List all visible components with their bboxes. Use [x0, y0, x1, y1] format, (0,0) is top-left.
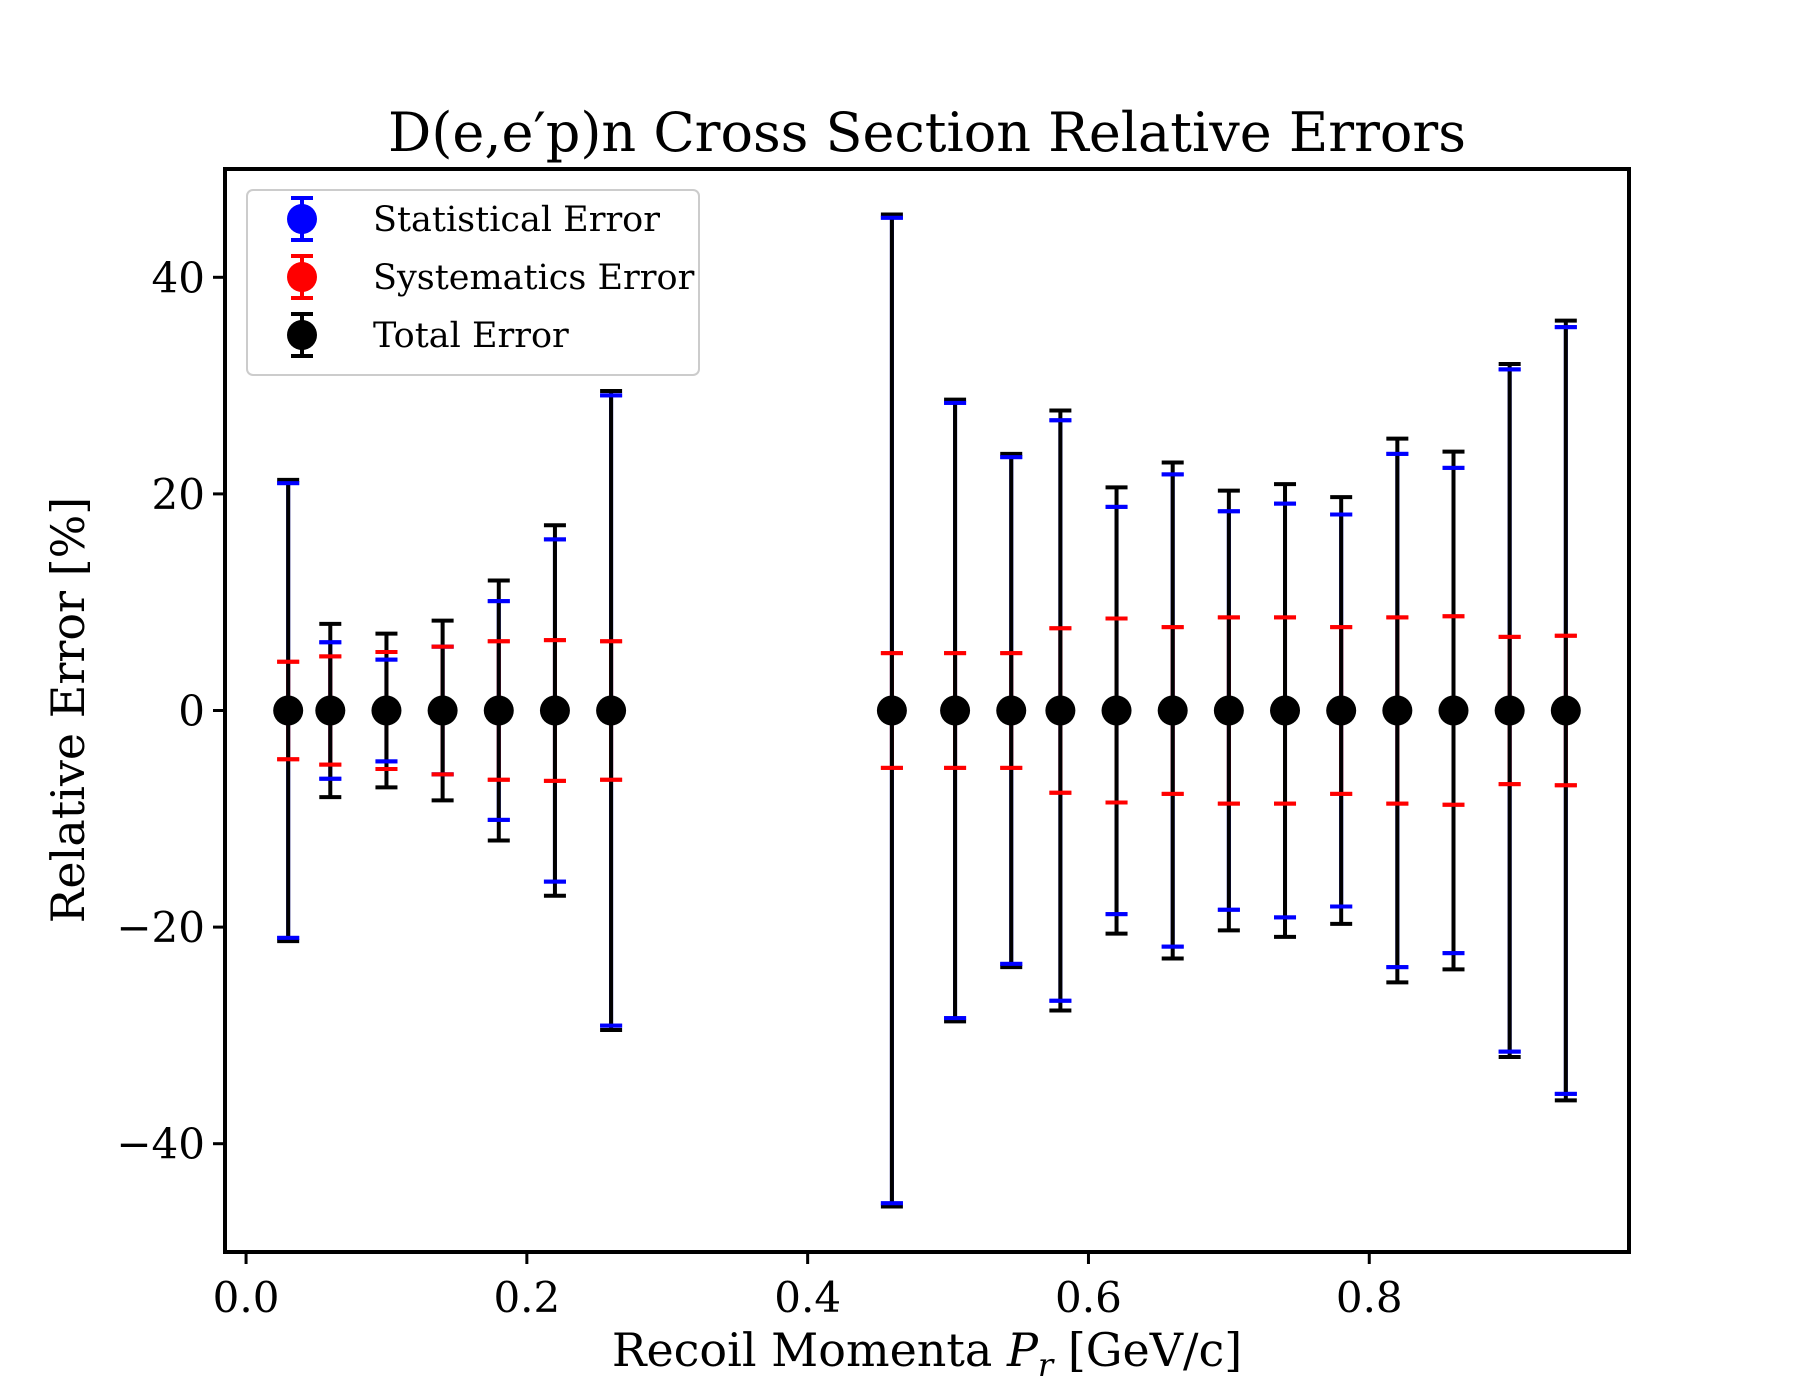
- y-tick-label: 0: [178, 687, 205, 736]
- caps-systematics-error: [277, 614, 1577, 807]
- data-point: [876, 695, 907, 726]
- legend-entries: Statistical Error Systematics Error Total …: [287, 196, 695, 358]
- plot-marks: [273, 212, 1581, 1209]
- data-point: [1382, 695, 1413, 726]
- chart-title: D(e,e′p)n Cross Section Relative Errors: [388, 101, 1466, 164]
- legend-entry-statistical-error: Statistical Error: [287, 196, 660, 242]
- x-tick-label: 0.4: [774, 1273, 841, 1322]
- x-axis-label-unit: [GeV/c]: [1053, 1323, 1242, 1377]
- legend-label: Statistical Error: [373, 200, 660, 240]
- y-tick-label: 20: [152, 470, 205, 519]
- legend-label: Total Error: [373, 316, 569, 356]
- x-tick-label: 0.0: [213, 1273, 280, 1322]
- x-axis-label-sub: r: [1038, 1346, 1055, 1384]
- y-axis-ticks: −40 −20 0 20 40: [116, 253, 225, 1169]
- legend-entry-systematics-error: Systematics Error: [287, 254, 695, 300]
- legend-label: Systematics Error: [373, 258, 695, 298]
- data-point: [940, 695, 971, 726]
- data-point: [1438, 695, 1469, 726]
- data-point: [1101, 695, 1132, 726]
- x-axis-label: Recoil Momenta Pr [GeV/c]: [612, 1323, 1242, 1384]
- x-tick-label: 0.6: [1055, 1273, 1122, 1322]
- data-point: [1045, 695, 1076, 726]
- data-point: [1270, 695, 1301, 726]
- x-axis-ticks: 0.0 0.2 0.4 0.6 0.8: [213, 1252, 1403, 1322]
- data-point: [996, 695, 1027, 726]
- data-point: [1494, 695, 1525, 726]
- legend-entry-total-error: Total Error: [287, 312, 569, 358]
- legend-box: [246, 189, 700, 376]
- y-tick-label: −20: [116, 903, 205, 952]
- data-point: [1550, 695, 1581, 726]
- legend-marker: [287, 204, 317, 234]
- data-point: [273, 695, 304, 726]
- data-point: [427, 695, 458, 726]
- x-tick-label: 0.2: [493, 1273, 560, 1322]
- data-point: [596, 695, 627, 726]
- legend-marker: [287, 262, 317, 292]
- data-point: [539, 695, 570, 726]
- y-tick-label: −40: [116, 1120, 205, 1169]
- legend: Statistical Error Systematics Error Total …: [246, 189, 700, 376]
- legend-marker: [287, 320, 317, 350]
- y-axis-label: Relative Error [%]: [41, 497, 95, 924]
- data-point: [1157, 695, 1188, 726]
- data-point: [315, 695, 346, 726]
- data-point: [483, 695, 514, 726]
- data-point: [1326, 695, 1357, 726]
- y-tick-label: 40: [152, 253, 205, 302]
- data-point: [371, 695, 402, 726]
- data-points: [273, 695, 1581, 726]
- series-systematics-error: [277, 614, 1577, 807]
- x-tick-label: 0.8: [1336, 1273, 1403, 1322]
- x-axis-label-text: Recoil Momenta: [612, 1323, 1007, 1377]
- x-axis-label-var: P: [1006, 1323, 1039, 1377]
- data-point: [1213, 695, 1244, 726]
